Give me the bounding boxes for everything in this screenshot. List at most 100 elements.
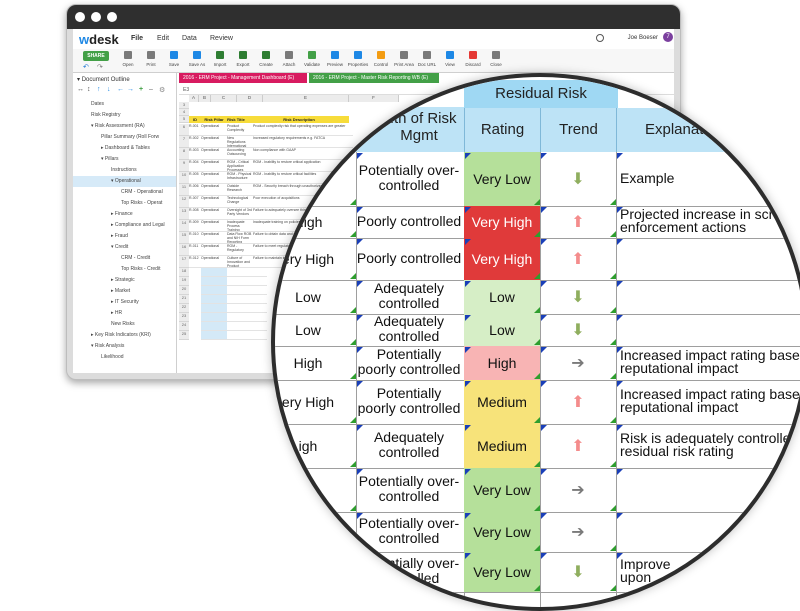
comment-marker-icon[interactable] [617,553,623,559]
inherent-rating-cell[interactable]: High [293,214,323,230]
sheet-cell[interactable] [227,313,267,322]
validation-marker-icon[interactable] [534,307,540,313]
comment-marker-icon[interactable] [465,239,471,245]
sheet-cell[interactable] [201,268,227,277]
residual-rating-cell[interactable]: Medium [477,438,527,454]
validation-marker-icon[interactable] [534,273,540,279]
row-number[interactable]: 18 [179,268,189,277]
outline-item[interactable]: ▸ Finance [111,211,133,217]
comment-marker-icon[interactable] [465,513,471,519]
toolbar-print-area-button[interactable]: Print Area [393,51,415,67]
explanation-cell[interactable]: Risk is adequately controlled residual ri… [620,431,800,458]
comment-marker-icon[interactable] [541,347,547,353]
arrow-right-icon[interactable]: → [127,86,134,93]
inherent-rating-cell[interactable]: High [293,355,323,371]
comment-marker-icon[interactable] [357,315,363,321]
comment-marker-icon[interactable] [465,315,471,321]
comment-marker-icon[interactable] [617,239,623,245]
comment-marker-icon[interactable] [357,469,363,475]
sheet-cell[interactable] [227,277,267,286]
validation-marker-icon[interactable] [610,307,616,313]
control-effectiveness-cell[interactable]: Potentially over-controlled [358,555,460,586]
sheet-cell[interactable]: Data Flow ROB and NIH Form Reporting [227,232,253,244]
sheet-cell[interactable]: R-002 [189,136,201,148]
sheet-cell[interactable]: R-005 [189,172,201,184]
sheet-cell[interactable] [227,286,267,295]
sheet-cell[interactable]: Operational [201,160,227,172]
sheet-cell[interactable]: Operational [201,196,227,208]
sheet-cell[interactable]: R-011 [189,244,201,256]
window-minimize-dot[interactable] [91,12,101,22]
sheet-cell[interactable]: ROM - Physical Infrastructure [227,172,253,184]
row-number[interactable]: 14 [179,220,189,232]
sheet-cell[interactable]: R-010 [189,232,201,244]
toolbar-validate-button[interactable]: Validate [301,51,323,67]
inherent-rating-cell[interactable]: Low [295,322,321,338]
sheet-cell[interactable]: R-009 [189,220,201,232]
toolbar-print-button[interactable]: Print [140,51,162,67]
outline-item[interactable]: ▸ HR [111,310,123,316]
column-header[interactable]: D [237,95,263,102]
row-number[interactable]: 13 [179,208,189,220]
outline-item[interactable]: Likelihood [101,354,124,360]
sheet-cell[interactable]: R-008 [189,208,201,220]
sheet-cell[interactable] [227,295,267,304]
comment-marker-icon[interactable] [541,513,547,519]
toolbar-doc-url-button[interactable]: Doc URL [416,51,438,67]
menu-file[interactable]: File [131,35,144,42]
residual-rating-cell[interactable]: Very Low [473,482,531,498]
sheet-cell[interactable]: ROM - Security breach through unauthoriz… [253,184,353,196]
explanation-cell[interactable]: Increased impact rating based u reputatio… [620,348,800,375]
validation-marker-icon[interactable] [610,585,616,591]
control-effectiveness-cell[interactable]: Potentially over-controlled [358,515,460,546]
validation-marker-icon[interactable] [610,199,616,205]
comment-marker-icon[interactable] [465,381,471,387]
explanation-cell[interactable]: Projected increase in scrut enforcement a… [620,207,800,234]
validation-marker-icon[interactable] [534,417,540,423]
sheet-cell[interactable]: ROM - Critical Application Processes [227,160,253,172]
comment-marker-icon[interactable] [465,425,471,431]
row-number[interactable]: 4 [179,109,189,116]
menu-review[interactable]: Review [210,35,233,42]
residual-rating-cell[interactable]: Low [489,322,515,338]
sheet-cell[interactable]: Operational [201,232,227,244]
control-effectiveness-cell[interactable]: Potentially poorly controlled [357,385,461,416]
sheet-cell[interactable] [201,322,227,331]
sheet-cell[interactable] [227,331,267,340]
outline-item[interactable]: ▸ Market [111,288,131,294]
toolbar-save-as-button[interactable]: Save As [186,51,208,67]
residual-rating-cell[interactable]: Very Low [473,171,531,187]
row-number[interactable]: 12 [179,196,189,208]
validation-marker-icon[interactable] [610,461,616,467]
row-number[interactable]: 5 [179,116,189,123]
outline-item[interactable]: ▸ Strategic [111,277,135,283]
outline-item[interactable]: Pillar Summary (Roll Forw [101,134,160,140]
sheet-cell[interactable]: ROM - Inability to restore critical faci… [253,172,353,184]
comment-marker-icon[interactable] [541,315,547,321]
validation-marker-icon[interactable] [350,307,356,313]
sheet-cell[interactable]: Accounting Outsourcing [227,148,253,160]
comment-marker-icon[interactable] [465,153,471,159]
sheet-cell[interactable]: Operational [201,220,227,232]
toolbar-open-button[interactable]: Open [117,51,139,67]
comment-marker-icon[interactable] [541,153,547,159]
row-number[interactable]: 7 [179,136,189,148]
sheet-cell[interactable]: Oversight of 3rd Party Vendors [227,208,253,220]
outline-item[interactable]: ▾ Risk Analysis [91,343,125,349]
validation-marker-icon[interactable] [350,545,356,551]
tab-management-dashboard[interactable]: 2016 - ERM Project - Management Dashboar… [179,73,307,83]
collapse-icon[interactable]: ↕ [87,86,91,93]
validation-marker-icon[interactable] [534,545,540,551]
outline-item[interactable]: New Risks [111,321,135,327]
comment-marker-icon[interactable] [541,381,547,387]
outline-item[interactable]: Dates [91,101,105,107]
toolbar-import-button[interactable]: Import [209,51,231,67]
control-effectiveness-cell[interactable]: Adequately controlled [373,429,445,460]
explanation-cell[interactable]: Improve upon [620,557,800,584]
toolbar-save-button[interactable]: Save [163,51,185,67]
sheet-cell[interactable]: R-001 [189,124,201,136]
comment-marker-icon[interactable] [465,469,471,475]
comment-marker-icon[interactable] [541,469,547,475]
outline-item[interactable]: ▸ Key Risk Indicators (KRI) [91,332,151,338]
comment-marker-icon[interactable] [617,315,623,321]
